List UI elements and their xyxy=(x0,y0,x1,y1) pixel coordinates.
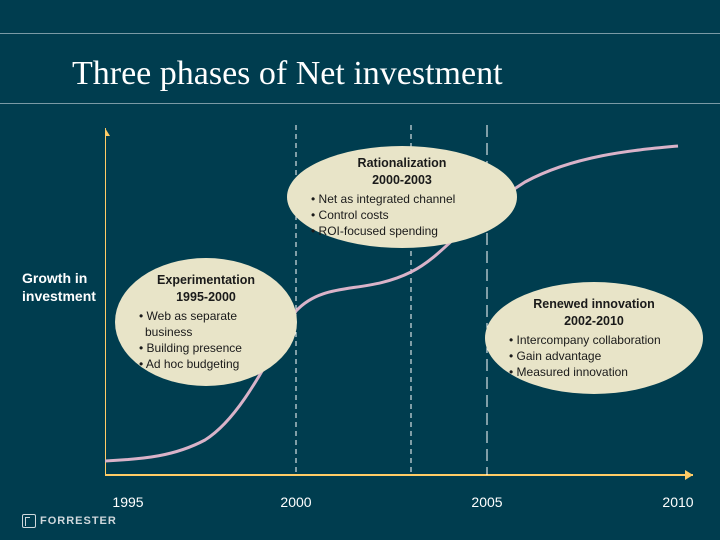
callout-rationalization: Rationalization 2000-2003 Net as integra… xyxy=(287,146,517,248)
logo-text: FORRESTER xyxy=(40,515,117,527)
callout-bullets: Net as integrated channel Control costs … xyxy=(305,191,499,240)
callout-subtitle: 2000-2003 xyxy=(305,172,499,189)
ylabel-line1: Growth in xyxy=(22,270,87,286)
callout-title: Rationalization xyxy=(305,155,499,172)
callout-experimentation: Experimentation 1995-2000 Web as separat… xyxy=(115,258,297,386)
bullet: ROI-focused spending xyxy=(311,223,499,239)
xtick-1995: 1995 xyxy=(112,494,143,510)
bullet: Gain advantage xyxy=(509,348,685,364)
callout-bullets: Intercompany collaboration Gain advantag… xyxy=(503,332,685,381)
bullet: Net as integrated channel xyxy=(311,191,499,207)
bullet: Ad hoc budgeting xyxy=(139,356,279,372)
title-rule-bottom xyxy=(0,103,720,104)
callout-title: Experimentation xyxy=(133,272,279,289)
xtick-2000: 2000 xyxy=(280,494,311,510)
bullet: Web as separate business xyxy=(139,308,279,340)
callout-renewed: Renewed innovation 2002-2010 Intercompan… xyxy=(485,282,703,394)
bullet: Measured innovation xyxy=(509,364,685,380)
forrester-logo: FORRESTER xyxy=(22,514,117,528)
callout-subtitle: 1995-2000 xyxy=(133,289,279,306)
bullet: Control costs xyxy=(311,207,499,223)
logo-mark-icon xyxy=(22,514,36,528)
bullet: Building presence xyxy=(139,340,279,356)
callout-bullets: Web as separate business Building presen… xyxy=(133,308,279,373)
title-rule-top xyxy=(0,33,720,34)
callout-subtitle: 2002-2010 xyxy=(503,313,685,330)
bullet: Intercompany collaboration xyxy=(509,332,685,348)
xtick-2005: 2005 xyxy=(471,494,502,510)
xtick-2010: 2010 xyxy=(662,494,693,510)
y-axis-label: Growth in investment xyxy=(22,270,96,305)
ylabel-line2: investment xyxy=(22,288,96,304)
slide-title: Three phases of Net investment xyxy=(72,55,503,93)
callout-title: Renewed innovation xyxy=(503,296,685,313)
